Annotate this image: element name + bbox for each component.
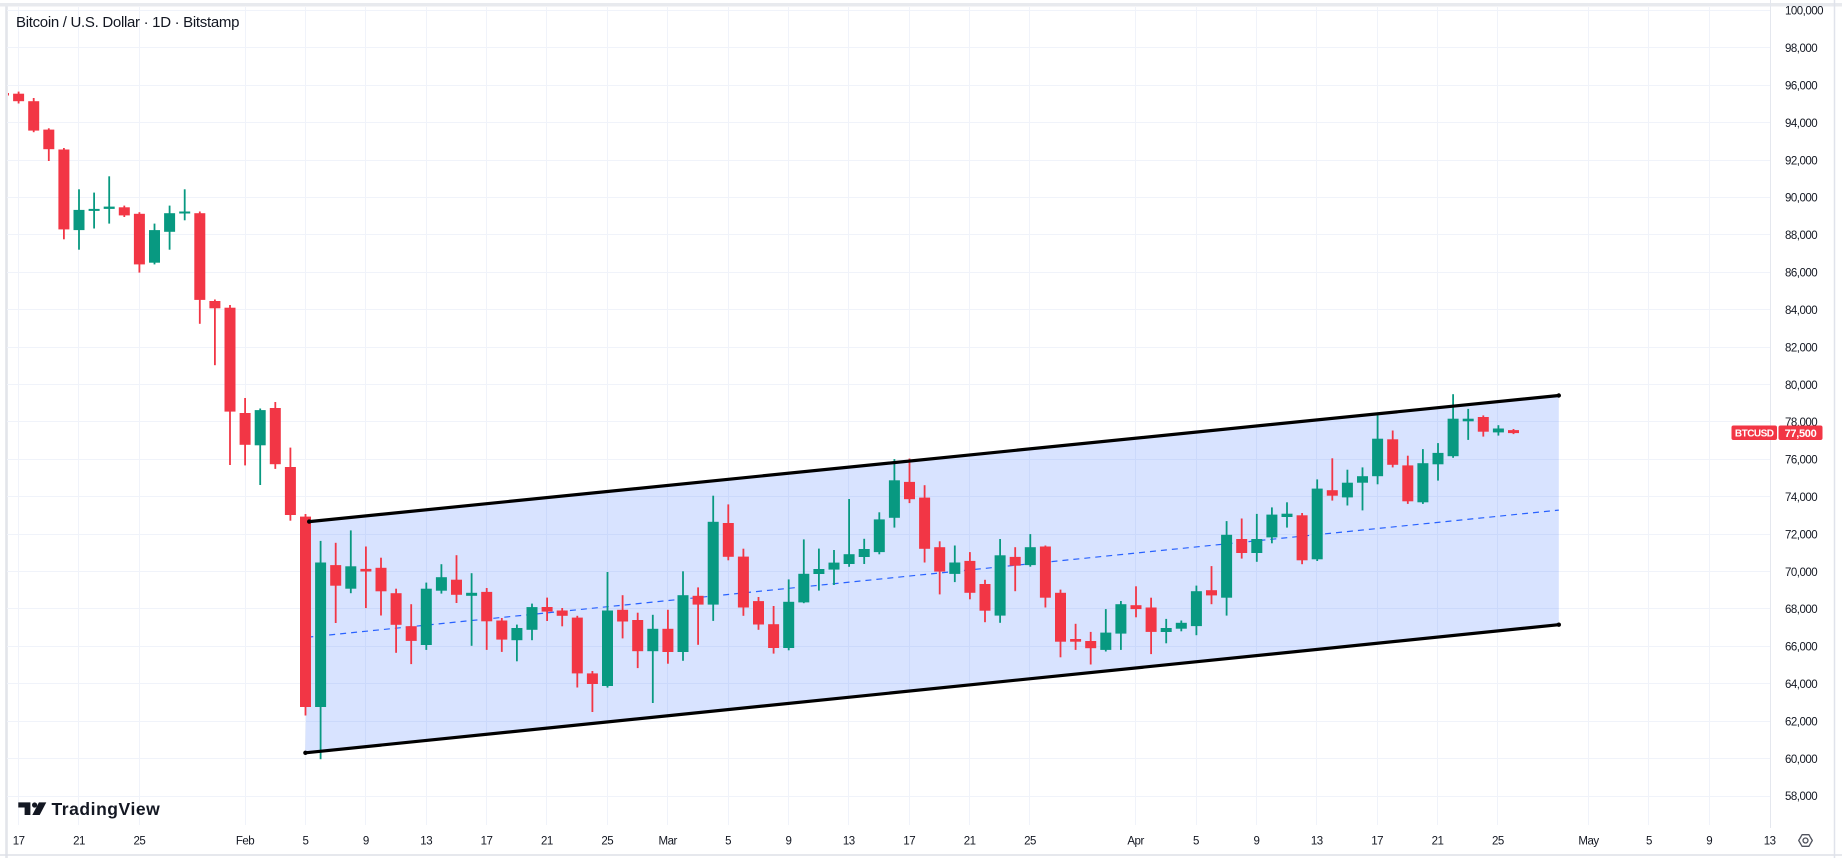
svg-text:5: 5: [725, 836, 731, 848]
svg-text:13: 13: [1311, 836, 1323, 848]
svg-text:Apr: Apr: [1127, 836, 1144, 848]
svg-text:May: May: [1578, 836, 1599, 848]
svg-text:25: 25: [1492, 836, 1504, 848]
svg-text:5: 5: [1193, 836, 1199, 848]
svg-text:9: 9: [785, 836, 791, 848]
svg-text:92,000: 92,000: [1785, 155, 1817, 167]
svg-text:62,000: 62,000: [1785, 716, 1817, 728]
svg-text:68,000: 68,000: [1785, 604, 1817, 616]
svg-text:72,000: 72,000: [1785, 529, 1817, 541]
svg-text:76,000: 76,000: [1785, 455, 1817, 467]
svg-text:74,000: 74,000: [1785, 492, 1817, 504]
svg-text:21: 21: [1432, 836, 1444, 848]
svg-text:66,000: 66,000: [1785, 642, 1817, 654]
svg-text:25: 25: [134, 836, 146, 848]
svg-text:90,000: 90,000: [1785, 193, 1817, 205]
svg-text:77,500: 77,500: [1785, 428, 1817, 440]
svg-text:25: 25: [1024, 836, 1036, 848]
svg-text:13: 13: [1764, 836, 1776, 848]
svg-text:13: 13: [843, 836, 855, 848]
svg-text:80,000: 80,000: [1785, 380, 1817, 392]
svg-text:9: 9: [1706, 836, 1712, 848]
svg-text:17: 17: [903, 836, 915, 848]
svg-text:Mar: Mar: [659, 836, 678, 848]
svg-text:BTCUSD: BTCUSD: [1735, 429, 1774, 440]
svg-text:58,000: 58,000: [1785, 791, 1817, 803]
svg-text:17: 17: [13, 836, 25, 848]
svg-text:64,000: 64,000: [1785, 679, 1817, 691]
svg-text:88,000: 88,000: [1785, 230, 1817, 242]
svg-text:96,000: 96,000: [1785, 81, 1817, 93]
svg-text:Bitcoin / U.S. Dollar · 1D · B: Bitcoin / U.S. Dollar · 1D · Bitstamp: [16, 14, 239, 31]
svg-text:94,000: 94,000: [1785, 118, 1817, 130]
svg-text:84,000: 84,000: [1785, 305, 1817, 317]
svg-text:Feb: Feb: [236, 836, 254, 848]
svg-text:5: 5: [302, 836, 308, 848]
svg-text:9: 9: [1253, 836, 1259, 848]
svg-text:98,000: 98,000: [1785, 43, 1817, 55]
svg-text:100,000: 100,000: [1785, 6, 1823, 18]
svg-text:60,000: 60,000: [1785, 754, 1817, 766]
svg-text:13: 13: [420, 836, 432, 848]
svg-text:21: 21: [73, 836, 85, 848]
svg-text:5: 5: [1646, 836, 1652, 848]
svg-text:17: 17: [481, 836, 493, 848]
svg-text:21: 21: [541, 836, 553, 848]
svg-text:17: 17: [1371, 836, 1383, 848]
svg-text:21: 21: [964, 836, 976, 848]
svg-text:70,000: 70,000: [1785, 567, 1817, 579]
svg-text:82,000: 82,000: [1785, 342, 1817, 354]
svg-text:25: 25: [601, 836, 613, 848]
svg-text:TradingView: TradingView: [52, 799, 161, 819]
svg-text:9: 9: [363, 836, 369, 848]
svg-text:86,000: 86,000: [1785, 268, 1817, 280]
